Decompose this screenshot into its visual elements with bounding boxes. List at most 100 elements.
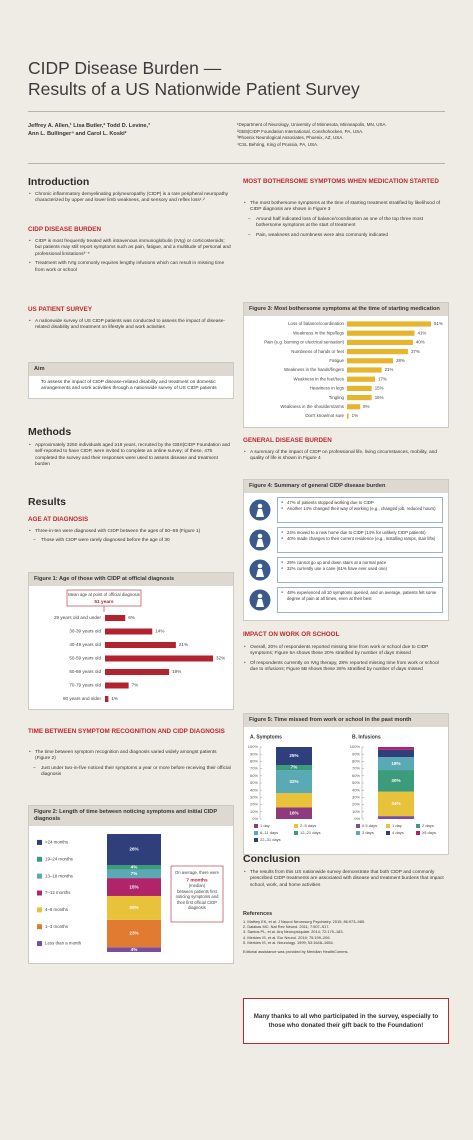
legend-swatch [37,941,42,947]
legend-swatch [37,907,42,913]
panel-title: B. Infusions [352,734,381,740]
legend-swatch [356,824,360,828]
legend-label: 4 days [392,830,404,835]
bar-segment [107,869,161,879]
y-tick-label: 20% [352,802,360,807]
bullet-list: Approximately 3250 individuals aged ≥18 … [28,443,232,472]
legend-label: 6–11 days [260,830,278,835]
title-line: Results of a US Nationwide Patient Surve… [28,79,360,99]
bullet-group: Three-in-ten were diagnosed with CIDP be… [28,529,232,548]
figure-title: Figure 4: Summary of general CIDP diseas… [244,480,448,493]
value-label: 51% [434,321,443,326]
section-heading: Introduction [28,176,90,188]
bar [347,349,408,355]
bullet: The time between symptom recognition and… [28,750,232,763]
burden-text: 24% moved to a new home due to CIDP (14%… [277,527,443,553]
bar-segment [107,895,161,920]
bar-segment [276,765,312,771]
y-tick-label: 100% [350,744,361,749]
bar-segment [378,757,414,771]
bullet: The results from this US nationwide surv… [243,870,447,889]
y-tick-label: 80% [250,758,258,763]
segment-label: 32% [289,779,298,784]
editorial-note: Editorial assistance was provided by Mer… [243,949,349,955]
value-label: 1% [111,696,118,701]
figure-2: 4% Less than a month 23% 1–3 months 20% 4–6 m… [37,834,224,952]
title-line: CIDP Disease Burden — [28,58,222,78]
bullet-list: The results from this US nationwide surv… [243,870,447,892]
reference: 4. Merkies IS, et al. Eur Neurol. 2016; … [243,934,331,940]
bullet-list: The time between symptom recognition and… [28,750,232,763]
sub-bullet: Just under two-in-five noticed their sym… [28,766,232,779]
bar [347,395,372,401]
y-tick-label: 100% [248,744,259,749]
value-label: 6% [128,615,135,620]
category-label: Numbness of hands or feet [291,349,344,354]
affiliation: ³Phoenix Neurological Associates, Phoeni… [237,135,344,141]
references: References 1. Mathey EK, et al. J Neurol… [243,911,447,954]
aim-box: Aim To assess the impact of CIDP disease… [28,362,234,399]
bar [105,615,126,621]
legend-swatch [386,831,390,835]
value-label: 8% [363,404,369,409]
aim-text: To assess the impact of CIDP disease-rel… [41,380,217,392]
bullet: Approximately 3250 individuals aged ≥18 … [28,443,232,469]
legend-swatch [294,824,298,828]
subheading: AGE AT DIAGNOSIS [28,516,89,523]
icon [249,589,271,611]
value-label: 21% [385,367,394,372]
value-label: 41% [418,330,427,335]
segment-label: 4% [131,947,138,952]
annotation-note: between patients first noticing symptoms… [175,889,219,911]
y-tick-label: 0% [354,816,360,821]
figure-title: Figure 3: Most bothersome symptoms at th… [244,303,448,316]
annotation: between patients first noticing symptoms… [175,889,219,911]
bar [105,669,170,675]
legend-label: 7–12 months [45,890,71,895]
figure-5: A. Symptoms 0% 10% 20% 30% 40% 50% 60% 70% 80% 90%… [248,734,436,842]
y-tick-label: 10% [250,809,258,814]
bar-segment [378,816,414,819]
legend-label: 1 day [392,823,402,828]
value-label: 1% [352,413,358,418]
y-tick-label: 30% [250,794,258,799]
value-label: 7% [132,683,139,688]
bar [347,358,394,364]
sub-bullet-list: Just under two-in-five noticed their sym… [28,766,232,779]
sub-bullet: Around half indicated loss of balance/co… [243,217,447,230]
value-label: 15% [375,395,384,400]
legend-label: >24 months [45,840,69,845]
burden-point: 24% moved to a new home due to CIDP (14%… [281,530,439,536]
category-label: Weakness in the hands/fingers [284,367,345,372]
segment-label: 26% [129,847,138,852]
figure-1: Mean age at point of official diagnosis 5… [54,589,225,702]
burden-point: 47% of patients stopped working due to C… [281,500,439,506]
bar [105,655,213,662]
bar [347,339,413,345]
bullet-list: A summary of the impact of CIDP on profe… [243,450,447,466]
bullet: Chronic inflammatory demyelinating polyn… [28,192,232,205]
segment-label: 20% [129,905,138,910]
legend-swatch [416,824,420,828]
subheading: MOST BOTHERSOME SYMPTOMS WHEN MEDICATION… [243,178,439,185]
references-heading: References [243,911,273,917]
subheading: CIDP DISEASE BURDEN [28,226,102,233]
y-tick-label: 50% [250,780,258,785]
sub-bullet-list: Those with CIDP were rarely diagnosed be… [28,538,232,545]
burden-point: 48% experienced all 10 symptoms queried,… [281,590,439,601]
figure-box: Figure 4: Summary of general CIDP diseas… [243,479,449,621]
y-tick-label: 70% [250,766,258,771]
legend-label: 1–3 months [45,924,69,929]
legend-swatch [254,831,258,835]
reference: 1. Mathey EK, et al. J Neurol Neurosurg … [243,919,366,924]
value-label: 14% [155,629,164,634]
reference: 5. Merkies IS, et al. Neurology. 1999; 5… [243,939,334,945]
burden-row: 48% experienced all 10 symptoms queried,… [249,587,443,613]
bullet-list: Chronic inflammatory demyelinating polyn… [28,192,232,208]
sub-bullet: Pain, weakness and numbness were also co… [243,233,447,240]
legend-swatch [254,824,258,828]
affiliation: ²GBS|CIDP Foundation International, Cons… [237,128,364,134]
figure-3: Loss of balance/coordination 51% Weakness … [264,321,443,419]
